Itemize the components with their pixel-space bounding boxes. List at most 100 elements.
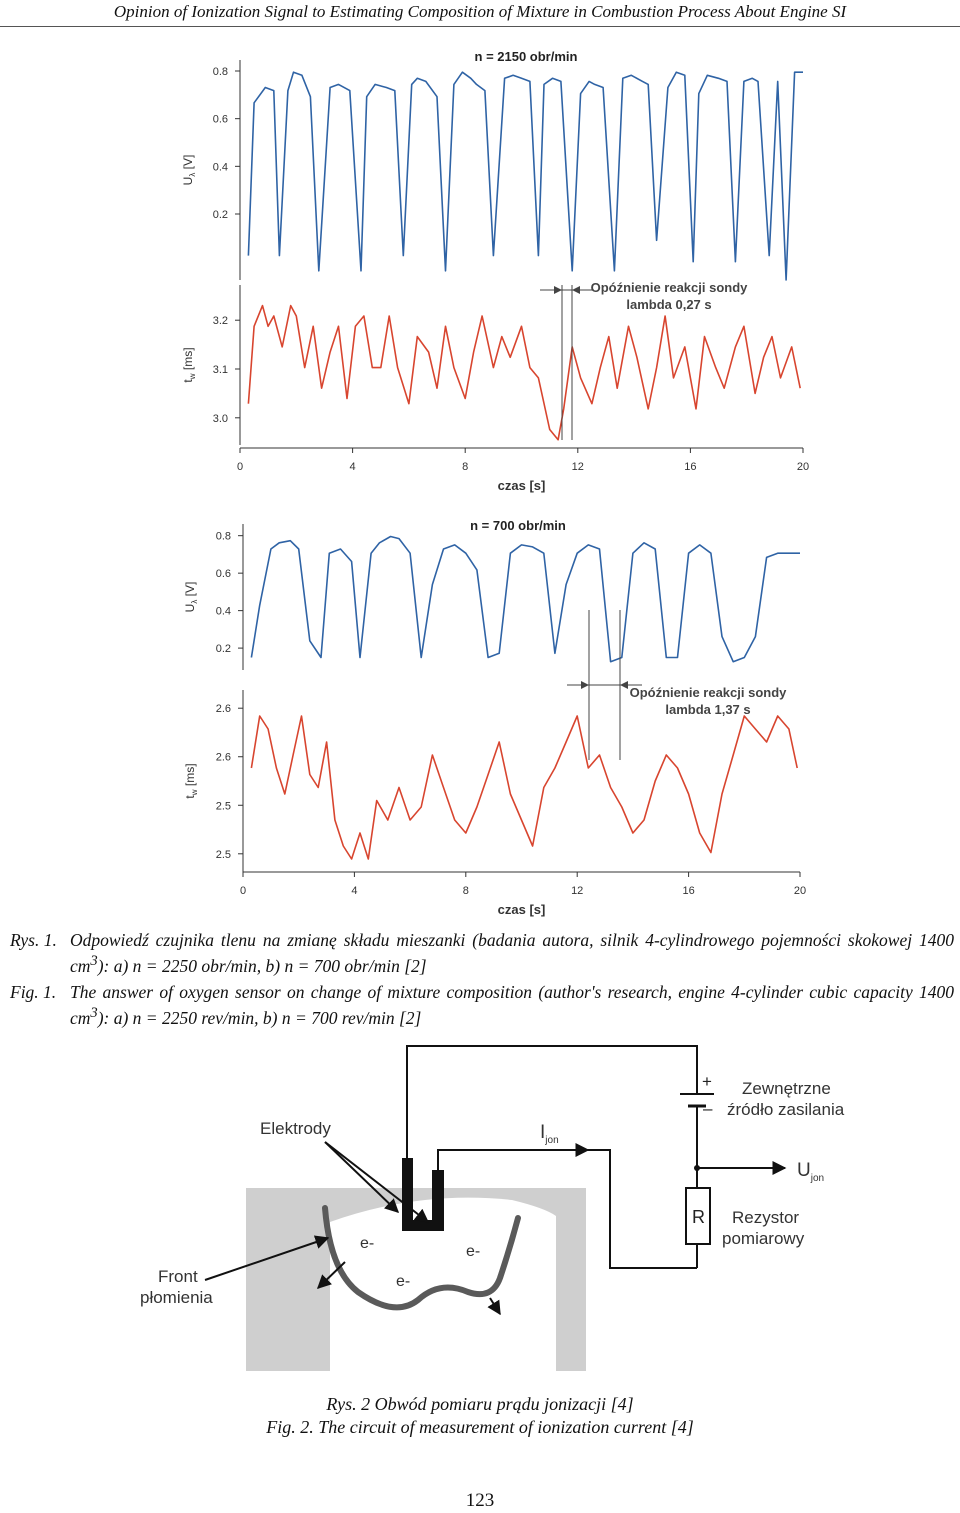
supply-label-1: Zewnętrzne [742, 1079, 831, 1098]
electron-label-3: e- [396, 1273, 410, 1290]
current-label: Ijon [540, 1122, 559, 1146]
ionization-circuit-diagram: + – Zewnętrzne źródło zasilania Elektrod… [140, 1045, 845, 1372]
x-tick-label: 12 [572, 461, 584, 473]
top-series-line [250, 535, 800, 663]
top-y-tick-label: 0.6 [213, 114, 228, 126]
top-y-tick-label: 0.2 [216, 643, 231, 655]
x-tick-label: 16 [682, 885, 694, 897]
x-tick-label: 12 [571, 885, 583, 897]
chart-title: n = 700 obr/min [470, 518, 566, 533]
voltage-label-main: U [797, 1160, 811, 1181]
top-y-label-sub: λ [190, 600, 199, 604]
top-y-label-unit: [V] [183, 582, 197, 600]
wire-top [406, 1045, 698, 1158]
battery-minus-label: – [703, 1099, 713, 1118]
bottom-y-label-unit: [ms] [183, 763, 197, 789]
bottom-y-tick-label: 2.5 [216, 849, 231, 861]
electrodes-arrow-2 [324, 1141, 430, 1223]
page-number: 123 [465, 1490, 495, 1511]
bottom-y-label-sub: w [190, 789, 199, 796]
bottom-y-label-main: t [183, 795, 197, 799]
caption-en-text-a: The answer of oxygen sensor on change of… [70, 981, 954, 1028]
bottom-y-tick-label: 3.2 [213, 315, 228, 327]
bottom-y-label-unit: [ms] [181, 347, 195, 373]
x-tick-label: 0 [237, 461, 243, 473]
x-tick-label: 4 [350, 461, 356, 473]
flame-front-curve [322, 1205, 521, 1311]
delay-arrowhead-left [554, 286, 562, 294]
electron-label-1: e- [360, 1235, 374, 1252]
bottom-y-tick-label: 2.5 [216, 800, 231, 812]
voltage-label-sub: jon [810, 1173, 824, 1184]
electron-label-2: e- [466, 1243, 480, 1260]
top-y-label: Uλ [V] [183, 582, 199, 613]
flame-front-label-2: płomienia [140, 1288, 213, 1307]
x-tick-label: 8 [462, 461, 468, 473]
top-y-label-sub: λ [188, 173, 197, 177]
figure-2-caption-en: Fig. 2. The circuit of measurement of io… [266, 1417, 694, 1437]
caption-pl-text-a: Odpowiedź czujnika tlenu na zmianę skład… [70, 930, 954, 976]
flame-direction-arrow-left [316, 1261, 346, 1289]
x-tick-label: 4 [351, 885, 357, 897]
x-axis-label: czas [s] [498, 902, 546, 917]
running-header: Opinion of Ionization Signal to Estimati… [113, 2, 847, 21]
delay-arrowhead-left [581, 681, 589, 689]
top-y-tick-label: 0.2 [213, 209, 228, 221]
top-y-tick-label: 0.6 [216, 568, 231, 580]
bottom-y-label: tw [ms] [183, 763, 199, 798]
top-y-label: Uλ [V] [181, 155, 197, 186]
supply-label-2: źródło zasilania [727, 1100, 845, 1119]
delay-arrowhead-right [620, 681, 628, 689]
bottom-y-label-sub: w [188, 373, 197, 380]
flame-front-label-1: Front [158, 1267, 198, 1286]
bottom-y-label-main: t [181, 379, 195, 383]
electrodes-arrow-1 [324, 1141, 400, 1213]
x-tick-label: 20 [794, 885, 806, 897]
bottom-y-tick-label: 3.0 [213, 413, 228, 425]
delay-annotation-line-1: Opóźnienie reakcji sondy [591, 280, 749, 295]
top-y-label-main: U [183, 604, 197, 613]
figure-1-caption: Rys. 1. Odpowiedź czujnika tlenu na zmia… [10, 930, 954, 1029]
top-y-tick-label: 0.8 [213, 66, 228, 78]
bottom-y-tick-label: 3.1 [213, 364, 228, 376]
caption-en-text-b: ): a) n = 2250 rev/min, b) n = 700 rev/m… [97, 1007, 422, 1028]
bottom-series-line [247, 304, 801, 441]
current-label-main: I [540, 1122, 545, 1143]
electrode-right [432, 1170, 444, 1230]
delay-annotation-line-2: lambda 1,37 s [665, 702, 750, 717]
bottom-y-tick-label: 2.6 [216, 703, 231, 715]
top-y-tick-label: 0.4 [213, 161, 228, 173]
caption-en-lead: Fig. 1. [10, 981, 57, 1002]
wire-return [437, 1149, 697, 1269]
header-rule [0, 26, 960, 27]
x-tick-label: 20 [797, 461, 809, 473]
voltage-label: Ujon [797, 1160, 824, 1184]
figure-1-caption-pl: Rys. 1. Odpowiedź czujnika tlenu na zmia… [10, 930, 954, 977]
junction-node [694, 1165, 700, 1171]
top-y-tick-label: 0.4 [216, 606, 231, 618]
x-tick-label: 0 [240, 885, 246, 897]
resistor-symbol-label: R [692, 1207, 705, 1227]
caption-en-superscript: 3 [90, 1004, 98, 1021]
bottom-y-tick-label: 2.6 [216, 752, 231, 764]
resistor-label-1: Rezystor [732, 1208, 799, 1227]
top-y-tick-label: 0.8 [216, 531, 231, 543]
electrodes-label: Elektrody [260, 1119, 331, 1138]
bottom-y-label: tw [ms] [181, 347, 197, 382]
top-series-line [247, 71, 803, 281]
caption-pl-text-b: ): a) n = 2250 obr/min, b) n = 700 obr/m… [97, 955, 427, 976]
chart-2150-rpm: n = 2150 obr/min 0.2 0.4 0.6 0.8 Uλ [V] 3.0 3.1… [181, 49, 809, 493]
top-y-label-unit: [V] [181, 155, 195, 173]
x-axis-label: czas [s] [498, 478, 546, 493]
figure-2-caption-pl: Rys. 2 Obwód pomiaru prądu jonizacji [4] [326, 1394, 634, 1414]
delay-arrowhead-right [572, 286, 580, 294]
delay-annotation-line-2: lambda 0,27 s [626, 297, 711, 312]
electrode-left [402, 1158, 413, 1220]
x-tick-label: 8 [463, 885, 469, 897]
delay-annotation-line-1: Opóźnienie reakcji sondy [630, 685, 788, 700]
caption-pl-lead: Rys. 1. [10, 930, 57, 950]
chart-700-rpm: n = 700 obr/min 0.2 0.4 0.6 0.8 Uλ [V] 2.5 2.5 2… [183, 518, 806, 917]
caption-pl-superscript: 3 [90, 953, 98, 969]
chart-title: n = 2150 obr/min [475, 49, 578, 64]
current-label-sub: jon [544, 1135, 558, 1146]
